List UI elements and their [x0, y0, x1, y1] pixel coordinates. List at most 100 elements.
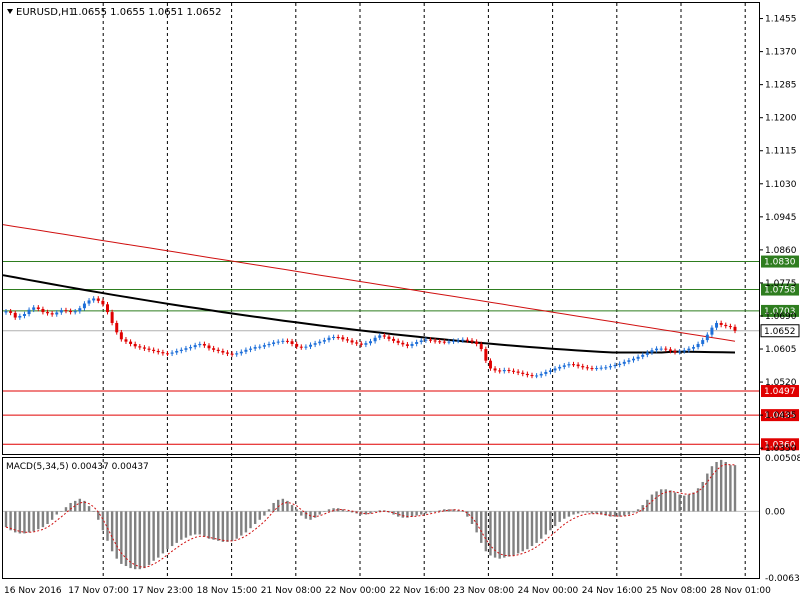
- price-tick-label: 1.0945: [765, 213, 797, 223]
- candle-body: [165, 353, 169, 355]
- macd-bar: [392, 511, 395, 515]
- macd-bar: [143, 511, 146, 569]
- candle-body: [253, 347, 257, 349]
- macd-bar: [567, 511, 571, 517]
- candle-body: [668, 349, 672, 351]
- candle-body: [336, 336, 340, 338]
- candle-body: [239, 351, 243, 354]
- macd-bar: [281, 498, 285, 512]
- macd-bar: [27, 511, 31, 533]
- candle-body: [378, 335, 382, 338]
- macd-bar: [373, 511, 377, 512]
- macd-bar: [650, 494, 654, 512]
- macd-bar: [69, 502, 72, 512]
- candle-body: [622, 361, 626, 364]
- candle-body: [488, 360, 492, 369]
- macd-bar: [438, 510, 441, 512]
- candle-body: [156, 350, 160, 353]
- macd-bar: [604, 511, 608, 516]
- macd-bar: [475, 511, 478, 533]
- macd-bar: [553, 511, 557, 527]
- macd-bar: [664, 489, 667, 512]
- macd-bar: [641, 505, 644, 512]
- candle-body: [327, 337, 331, 341]
- candle-body: [525, 373, 529, 376]
- macd-bar: [184, 511, 188, 538]
- macd-bar: [83, 500, 86, 512]
- level-label: 1.0435: [764, 411, 796, 421]
- candle-body: [36, 307, 40, 309]
- candle-body: [147, 348, 151, 350]
- candle-body: [175, 350, 179, 353]
- candle-body: [590, 368, 594, 370]
- macd-bar: [456, 510, 460, 512]
- level-label: 1.0703: [764, 307, 796, 317]
- candle-body: [304, 346, 308, 348]
- candle-body: [235, 353, 239, 355]
- candle-body: [101, 300, 105, 305]
- macd-bar: [97, 511, 100, 520]
- macd-bar: [226, 511, 229, 542]
- candle-body: [161, 352, 165, 354]
- candle-body: [576, 364, 580, 367]
- macd-bar: [447, 509, 451, 512]
- candle-body: [262, 345, 266, 347]
- candle-body: [129, 341, 133, 344]
- macd-bar: [558, 511, 561, 522]
- candle-body: [221, 350, 225, 353]
- macd-bar: [290, 505, 294, 512]
- candle-body: [46, 312, 50, 314]
- price-tick-label: 1.0605: [765, 345, 797, 355]
- candle-body: [138, 346, 142, 348]
- candle-body: [631, 358, 635, 361]
- macd-bar: [175, 511, 178, 543]
- macd-bar: [678, 494, 681, 512]
- macd-bar: [267, 509, 271, 512]
- macd-bar: [180, 511, 183, 540]
- macd-bar: [300, 511, 303, 516]
- current-price-box: [760, 324, 800, 338]
- candle-body: [258, 346, 262, 348]
- price-tick-label: 1.1200: [765, 114, 797, 124]
- macd-bar: [669, 490, 672, 512]
- candle-body: [613, 364, 617, 367]
- macd-bar: [50, 511, 54, 520]
- candle-body: [664, 348, 668, 350]
- candle-body: [4, 311, 8, 313]
- candle-body: [189, 347, 193, 349]
- macd-bar: [332, 508, 335, 512]
- candle-body: [687, 348, 691, 351]
- candle-body: [55, 312, 59, 315]
- moving-average-line: [2, 274, 736, 354]
- macd-bar: [337, 508, 340, 512]
- macd-bar: [632, 511, 635, 513]
- candle-body: [299, 346, 303, 348]
- candle-body: [493, 368, 497, 371]
- moving-averages: [2, 224, 736, 354]
- candle-body: [599, 367, 603, 369]
- macd-bar: [323, 511, 326, 512]
- macd-bar: [489, 511, 492, 556]
- candle-body: [249, 348, 253, 350]
- level-label-box: [761, 283, 799, 296]
- time-label: 21 Nov 08:00: [261, 586, 322, 596]
- dropdown-triangle-icon[interactable]: [7, 9, 13, 14]
- macd-bar: [133, 511, 137, 570]
- macd-bar: [4, 511, 8, 528]
- time-label: 16 Nov 2016: [4, 586, 62, 596]
- macd-bar: [480, 511, 483, 543]
- candle-body: [572, 364, 576, 366]
- macd-bar: [277, 499, 280, 512]
- macd-bar: [572, 511, 575, 515]
- candle-body: [447, 341, 451, 343]
- macd-bar: [101, 511, 105, 531]
- time-label: 24 Nov 00:00: [518, 586, 579, 596]
- candle-body: [382, 335, 386, 337]
- macd-bar: [350, 511, 354, 513]
- candle-body: [562, 365, 566, 367]
- macd-bar: [512, 511, 515, 556]
- level-label-box: [761, 255, 799, 268]
- candle-body: [535, 375, 539, 377]
- candle-body: [659, 348, 663, 350]
- candle-body: [119, 332, 123, 340]
